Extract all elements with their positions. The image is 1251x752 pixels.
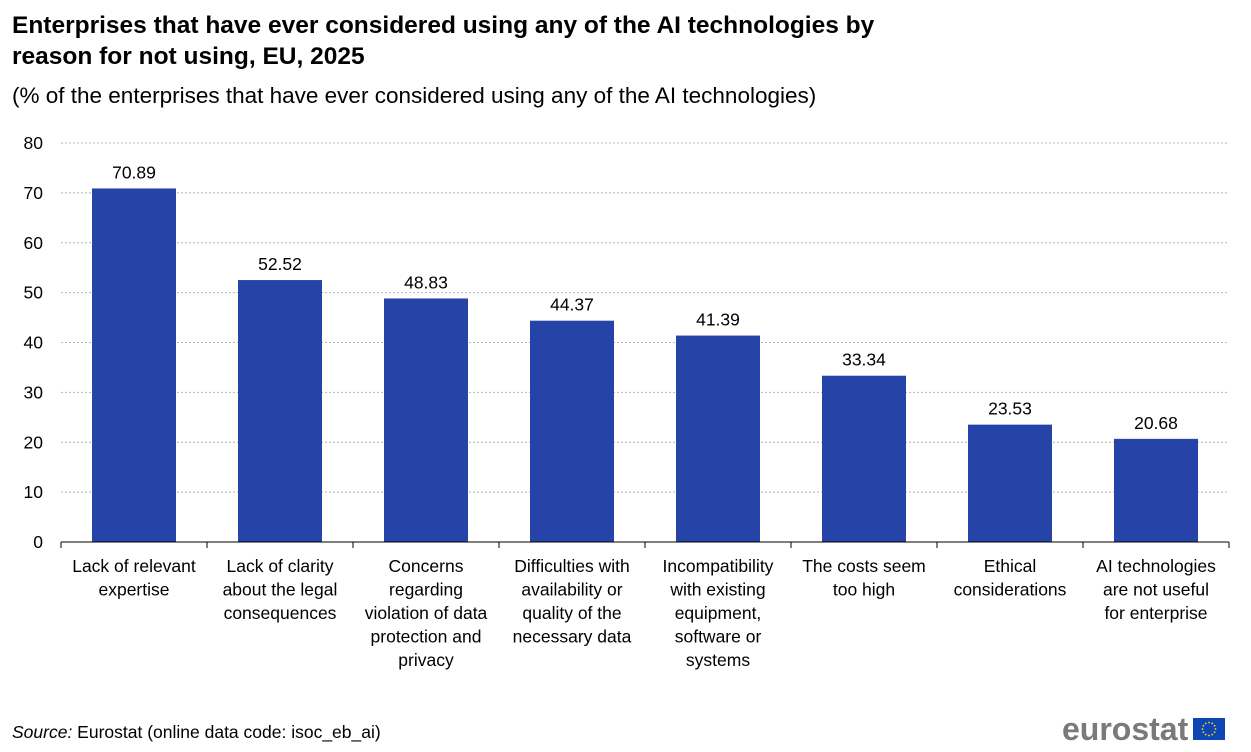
bar: [676, 335, 760, 542]
bar: [1114, 438, 1198, 542]
y-tick-label: 70: [24, 183, 44, 203]
flag-star: [1202, 731, 1205, 734]
y-tick-label: 80: [24, 133, 44, 153]
x-tick-label: equipment,: [675, 603, 762, 623]
data-label: 44.37: [550, 295, 594, 315]
y-tick-label: 50: [24, 283, 44, 303]
data-label: 20.68: [1134, 413, 1178, 433]
flag-star: [1211, 722, 1214, 725]
flag-star: [1213, 724, 1216, 727]
y-tick-label: 30: [24, 382, 44, 402]
x-tick-label: for enterprise: [1104, 603, 1207, 623]
y-tick-label: 20: [24, 432, 44, 452]
x-tick-label: consequences: [224, 603, 337, 623]
data-label: 33.34: [842, 350, 886, 370]
x-tick-label: are not useful: [1103, 580, 1209, 600]
flag-star: [1202, 724, 1205, 727]
data-label: 70.89: [112, 162, 156, 182]
data-label: 23.53: [988, 399, 1032, 419]
x-tick-label: necessary data: [513, 627, 632, 647]
bar: [238, 280, 322, 542]
x-tick-label: considerations: [954, 580, 1067, 600]
eurostat-logo: eurostat: [1062, 711, 1226, 747]
x-tick-label: Ethical: [984, 556, 1037, 576]
data-label: 52.52: [258, 254, 302, 274]
x-tick-label: quality of the: [522, 603, 621, 623]
source-note: Source: Eurostat (online data code: isoc…: [12, 722, 381, 743]
x-tick-label: with existing: [669, 580, 765, 600]
x-tick-label: AI technologies: [1096, 556, 1216, 576]
y-tick-label: 60: [24, 233, 44, 253]
x-tick-label: privacy: [398, 650, 454, 670]
flag-star: [1205, 722, 1207, 725]
x-tick-label: violation of data: [365, 603, 488, 623]
flag-star: [1205, 733, 1207, 736]
x-tick-label: availability or: [521, 580, 622, 600]
x-tick-label: Concerns: [389, 556, 464, 576]
x-tick-label: software or: [675, 627, 762, 647]
y-tick-label: 0: [33, 532, 43, 552]
flag-star: [1214, 728, 1217, 730]
flag-star: [1211, 733, 1214, 736]
x-tick-label: Lack of clarity: [227, 556, 334, 576]
x-tick-label: expertise: [98, 580, 169, 600]
x-tick-label: regarding: [389, 580, 463, 600]
bar: [822, 375, 906, 542]
data-label: 48.83: [404, 272, 448, 292]
eu-flag-icon: [1193, 718, 1226, 740]
chart-title: Enterprises that have ever considered us…: [12, 12, 875, 70]
x-tick-label: The costs seem: [802, 556, 926, 576]
chart-subtitle: (% of the enterprises that have ever con…: [12, 83, 817, 108]
x-tick-label: protection and: [371, 627, 482, 647]
x-tick-label: Difficulties with: [514, 556, 629, 576]
bar: [92, 188, 176, 542]
source-label: Source:: [12, 722, 73, 742]
flag-star: [1208, 734, 1211, 737]
x-tick-label: too high: [833, 580, 895, 600]
logo-text: eurostat: [1062, 711, 1189, 747]
bar: [530, 320, 614, 542]
y-tick-label: 10: [24, 482, 44, 502]
x-tick-label: Lack of relevant: [72, 556, 196, 576]
x-tick-label: Incompatibility: [663, 556, 774, 576]
flag-star: [1208, 721, 1211, 724]
flag-star: [1213, 731, 1216, 734]
x-tick-label: systems: [686, 650, 750, 670]
source-text: Eurostat (online data code: isoc_eb_ai): [72, 722, 381, 742]
flag-star: [1201, 728, 1204, 730]
y-tick-label: 40: [24, 333, 44, 353]
bar: [968, 424, 1052, 542]
x-tick-label: about the legal: [223, 580, 338, 600]
data-label: 41.39: [696, 310, 740, 330]
bar: [384, 298, 468, 542]
